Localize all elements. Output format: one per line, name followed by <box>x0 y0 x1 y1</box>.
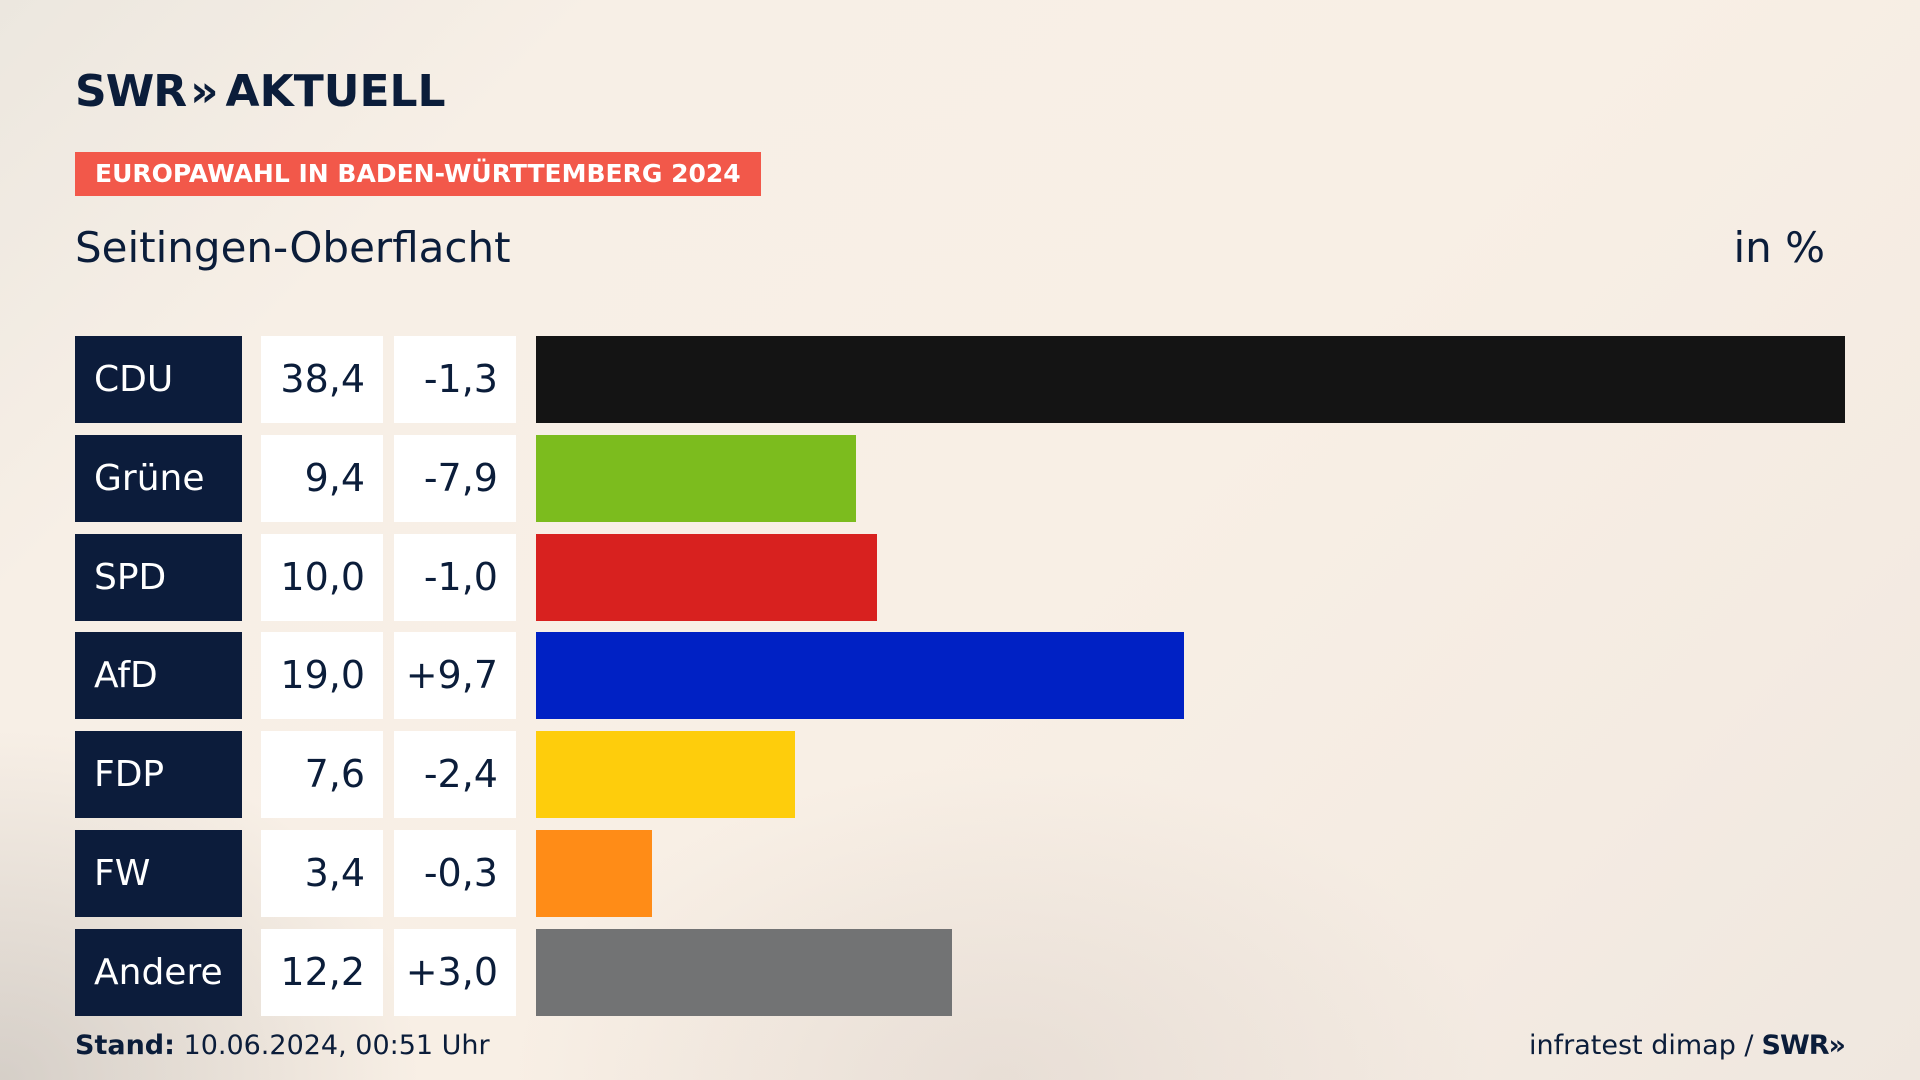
party-label: CDU <box>75 336 242 423</box>
chart-row: FW 3,4 -0,3 <box>75 830 1845 917</box>
stand-value: 10.06.2024, 00:51 Uhr <box>183 1030 490 1061</box>
stand-label: Stand: <box>75 1030 175 1061</box>
logo-aktuell: AKTUELL <box>225 66 446 117</box>
diff-label: -1,3 <box>394 336 516 423</box>
diff-label: +9,7 <box>394 632 516 720</box>
value-label: 38,4 <box>261 336 383 423</box>
bar <box>536 336 1845 423</box>
diff-label: -1,0 <box>394 533 516 621</box>
timestamp: Stand: 10.06.2024, 00:51 Uhr <box>75 1028 490 1064</box>
diff-label: -2,4 <box>394 731 516 819</box>
chart-row: CDU 38,4 -1,3 <box>75 336 1845 423</box>
diff-label: -7,9 <box>394 434 516 522</box>
bar <box>536 731 795 819</box>
party-label: FDP <box>75 731 242 819</box>
bar <box>536 632 1184 720</box>
place-title: Seitingen-Oberflacht <box>75 223 511 272</box>
value-label: 9,4 <box>261 434 383 522</box>
bar <box>536 533 877 621</box>
party-label: AfD <box>75 632 242 720</box>
chart-row: Andere 12,2 +3,0 <box>75 928 1845 1016</box>
bar <box>536 830 652 917</box>
chevron-right-icon: » <box>190 66 218 117</box>
bar <box>536 434 856 522</box>
swr-aktuell-logo: SWR » AKTUELL <box>75 70 446 114</box>
party-label: FW <box>75 830 242 917</box>
logo-swr: SWR <box>75 66 187 117</box>
source-text: infratest dimap / <box>1529 1030 1754 1061</box>
diff-label: +3,0 <box>394 928 516 1016</box>
value-label: 12,2 <box>261 928 383 1016</box>
party-label: Grüne <box>75 434 242 522</box>
value-label: 7,6 <box>261 731 383 819</box>
diff-label: -0,3 <box>394 830 516 917</box>
party-label: Andere <box>75 928 242 1016</box>
unit-label: in % <box>1733 223 1825 272</box>
value-label: 3,4 <box>261 830 383 917</box>
source-credit: infratest dimap / SWR» <box>1529 1028 1846 1064</box>
value-label: 10,0 <box>261 533 383 621</box>
party-label: SPD <box>75 533 242 621</box>
bar <box>536 928 952 1016</box>
results-chart: CDU 38,4 -1,3 Grüne 9,4 -7,9 SPD 10,0 -1,0 AfD 19,… <box>75 336 1845 1016</box>
chart-row: Grüne 9,4 -7,9 <box>75 434 1845 522</box>
value-label: 19,0 <box>261 632 383 720</box>
chart-row: AfD 19,0 +9,7 <box>75 632 1845 720</box>
election-badge: EUROPAWAHL IN BADEN-WÜRTTEMBERG 2024 <box>75 152 761 196</box>
chart-row: FDP 7,6 -2,4 <box>75 731 1845 819</box>
chart-row: SPD 10,0 -1,0 <box>75 533 1845 621</box>
source-swr-logo: SWR» <box>1761 1030 1846 1061</box>
